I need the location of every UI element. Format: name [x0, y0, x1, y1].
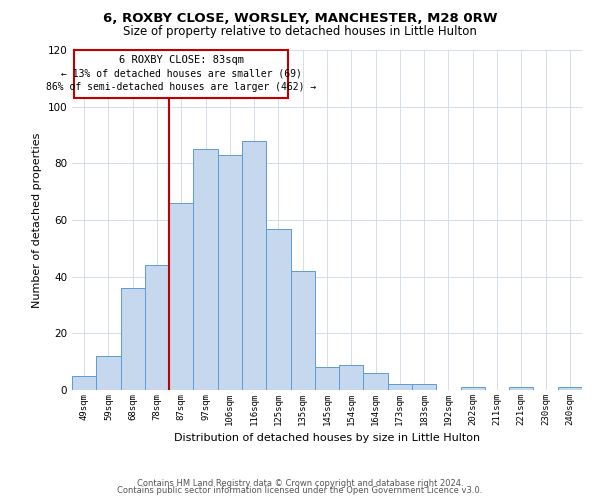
Text: Size of property relative to detached houses in Little Hulton: Size of property relative to detached ho…: [123, 25, 477, 38]
Text: Contains HM Land Registry data © Crown copyright and database right 2024.: Contains HM Land Registry data © Crown c…: [137, 478, 463, 488]
Bar: [266, 228, 290, 390]
X-axis label: Distribution of detached houses by size in Little Hulton: Distribution of detached houses by size …: [174, 434, 480, 444]
Bar: [121, 288, 145, 390]
Y-axis label: Number of detached properties: Number of detached properties: [32, 132, 42, 308]
Bar: [412, 384, 436, 390]
Text: ← 13% of detached houses are smaller (69): ← 13% of detached houses are smaller (69…: [61, 68, 302, 78]
Text: Contains public sector information licensed under the Open Government Licence v3: Contains public sector information licen…: [118, 486, 482, 495]
Bar: [96, 356, 121, 390]
Bar: [339, 364, 364, 390]
Text: 6, ROXBY CLOSE, WORSLEY, MANCHESTER, M28 0RW: 6, ROXBY CLOSE, WORSLEY, MANCHESTER, M28…: [103, 12, 497, 26]
Bar: [290, 271, 315, 390]
Bar: [218, 155, 242, 390]
Bar: [364, 373, 388, 390]
Bar: [315, 368, 339, 390]
Bar: [388, 384, 412, 390]
Bar: [145, 266, 169, 390]
Bar: [193, 149, 218, 390]
Text: 86% of semi-detached houses are larger (462) →: 86% of semi-detached houses are larger (…: [46, 82, 316, 92]
FancyBboxPatch shape: [74, 50, 288, 98]
Bar: [509, 387, 533, 390]
Bar: [169, 203, 193, 390]
Text: 6 ROXBY CLOSE: 83sqm: 6 ROXBY CLOSE: 83sqm: [119, 55, 244, 65]
Bar: [72, 376, 96, 390]
Bar: [558, 387, 582, 390]
Bar: [461, 387, 485, 390]
Bar: [242, 140, 266, 390]
